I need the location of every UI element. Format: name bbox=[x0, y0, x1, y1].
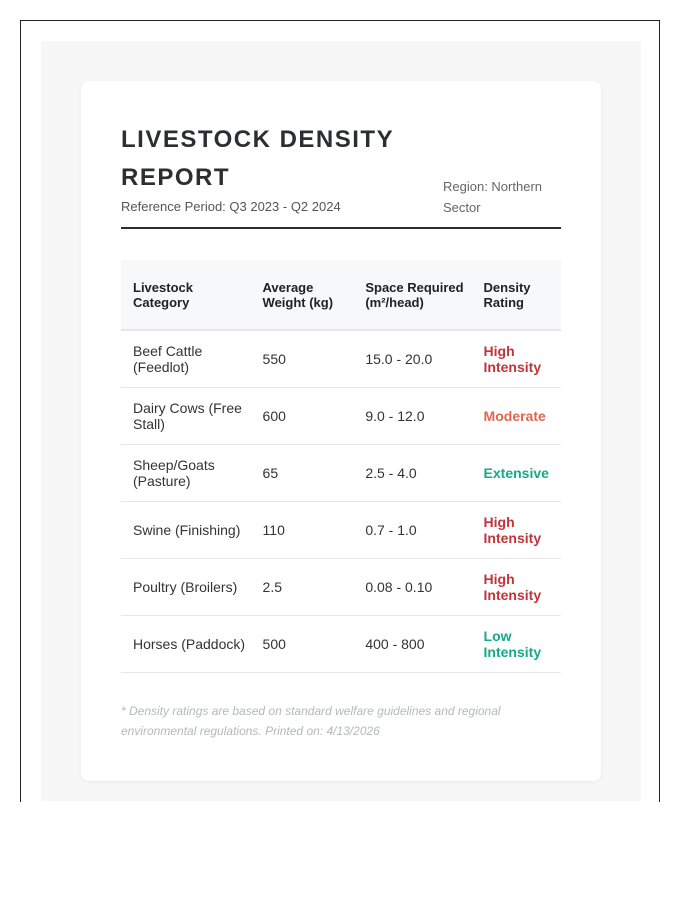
column-header: Density Rating bbox=[471, 260, 561, 331]
column-header: Space Required (m²/head) bbox=[353, 260, 472, 331]
table-cell: Moderate bbox=[471, 387, 561, 445]
column-header: Livestock Category bbox=[121, 260, 251, 331]
table-cell: 65 bbox=[250, 444, 354, 502]
report-card: LIVESTOCK DENSITY REPORT Reference Perio… bbox=[81, 81, 601, 781]
column-header: Average Weight (kg) bbox=[250, 260, 354, 331]
table-cell: 500 bbox=[250, 615, 354, 673]
table-cell: Low Intensity bbox=[471, 615, 561, 673]
table-cell: 2.5 bbox=[250, 558, 354, 616]
header-row: Livestock Category Average Weight (kg) S… bbox=[121, 260, 561, 331]
table-cell: Dairy Cows (Free Stall) bbox=[121, 387, 251, 445]
table-cell: 0.08 - 0.10 bbox=[353, 558, 472, 616]
footnote: * Density ratings are based on standard … bbox=[121, 704, 501, 738]
title: LIVESTOCK DENSITY REPORT bbox=[121, 126, 394, 191]
table-cell: Sheep/Goats (Pasture) bbox=[121, 444, 251, 502]
divider bbox=[121, 227, 561, 229]
table-row: Sheep/Goats (Pasture) 65 2.5 - 4.0 Extensiv… bbox=[121, 444, 561, 502]
table-cell: 550 bbox=[250, 330, 354, 388]
table-row: Dairy Cows (Free Stall) 600 9.0 - 12.0 Mode… bbox=[121, 387, 561, 445]
table-cell: Swine (Finishing) bbox=[121, 501, 251, 559]
table-body: Beef Cattle (Feedlot) 550 15.0 - 20.0 High … bbox=[121, 330, 561, 673]
table-cell: Beef Cattle (Feedlot) bbox=[121, 330, 251, 388]
period: Reference Period: Q3 2023 - Q2 2024 bbox=[121, 199, 341, 214]
table-cell: Poultry (Broilers) bbox=[121, 558, 251, 616]
table-cell: 15.0 - 20.0 bbox=[353, 330, 472, 388]
table-cell: High Intensity bbox=[471, 501, 561, 559]
table-row: Beef Cattle (Feedlot) 550 15.0 - 20.0 High … bbox=[121, 330, 561, 388]
table-cell: 9.0 - 12.0 bbox=[353, 387, 472, 445]
table-cell: 0.7 - 1.0 bbox=[353, 501, 472, 559]
table-row: Swine (Finishing) 110 0.7 - 1.0 High Intens… bbox=[121, 501, 561, 559]
table-cell: High Intensity bbox=[471, 330, 561, 388]
frame bbox=[20, 20, 660, 802]
table: Livestock Category Average Weight (kg) S… bbox=[121, 260, 561, 673]
table-cell: 600 bbox=[250, 387, 354, 445]
table-cell: 2.5 - 4.0 bbox=[353, 444, 472, 502]
table-cell: 400 - 800 bbox=[353, 615, 472, 673]
table-cell: Horses (Paddock) bbox=[121, 615, 251, 673]
table-row: Poultry (Broilers) 2.5 0.08 - 0.10 High Int… bbox=[121, 558, 561, 616]
region: Region: Northern Sector bbox=[443, 179, 542, 215]
table-cell: Extensive bbox=[471, 444, 561, 502]
table-cell: 110 bbox=[250, 501, 354, 559]
table-row: Horses (Paddock) 500 400 - 800 Low Intensit… bbox=[121, 615, 561, 673]
table-cell: High Intensity bbox=[471, 558, 561, 616]
